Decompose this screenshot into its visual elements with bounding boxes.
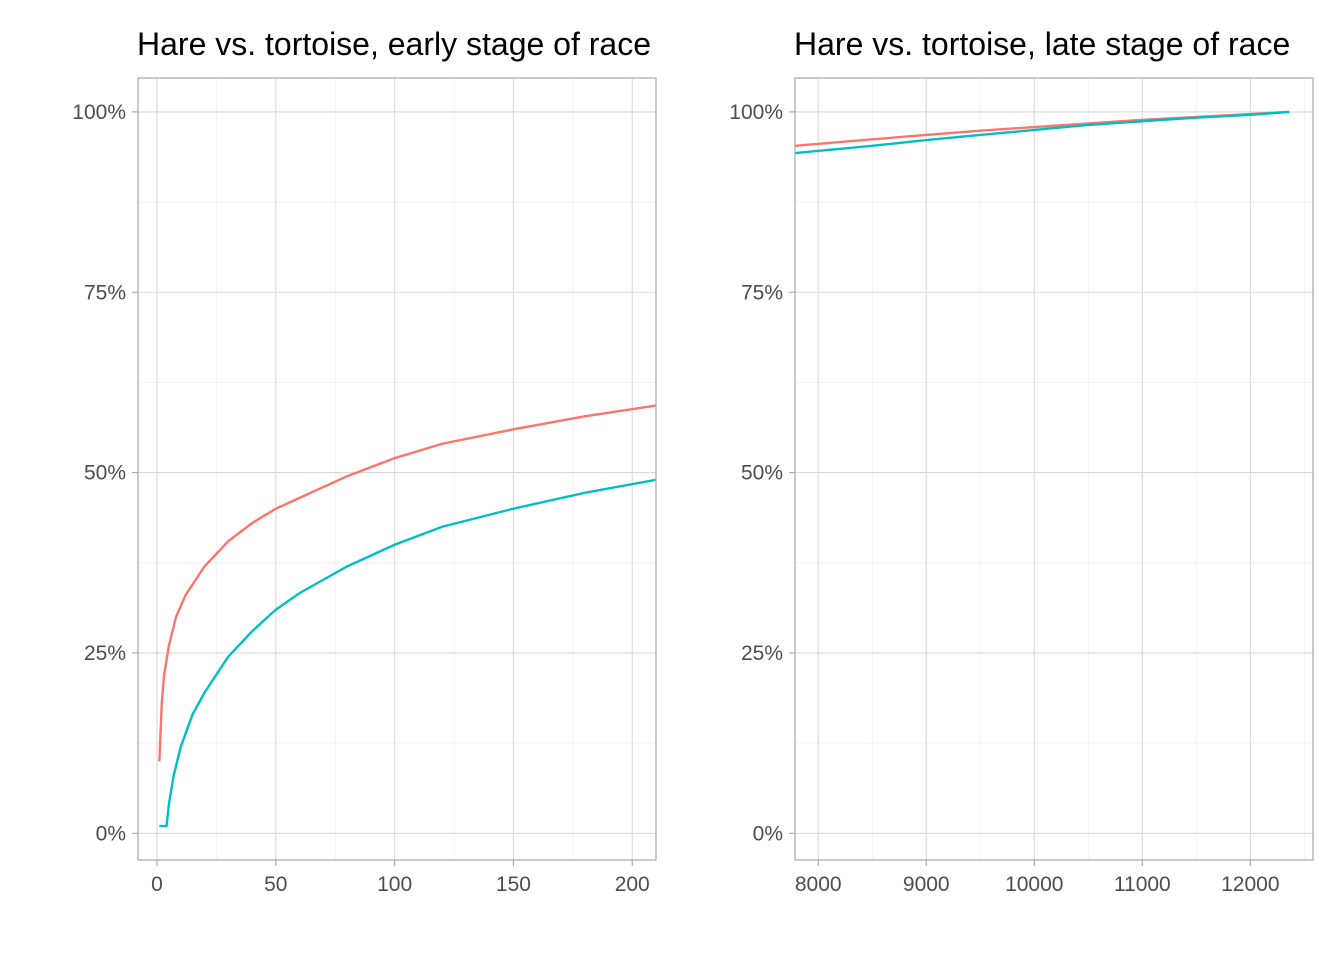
- right-y-tick-label: 0%: [753, 822, 783, 845]
- right-x-tick-label: 11000: [1114, 873, 1171, 896]
- right-x-tick-label: 12000: [1221, 873, 1279, 896]
- right-panel: Hare vs. tortoise, late stage of race 80…: [729, 26, 1314, 896]
- left-series-line-1: [158, 404, 656, 762]
- left-y-tick-label: 75%: [84, 281, 126, 304]
- right-series-line-2: [795, 110, 1290, 155]
- left-x-tick-label: 200: [615, 873, 650, 896]
- left-series-line-2: [159, 478, 656, 828]
- left-x-tick-label: 0: [151, 873, 163, 896]
- right-y-tick-label: 25%: [741, 642, 783, 665]
- right-gridlines: [795, 78, 1313, 860]
- left-y-tick-label: 0%: [96, 822, 126, 845]
- left-gridlines: [138, 78, 656, 860]
- left-y-tick-label: 50%: [84, 462, 126, 485]
- right-y-tick-label: 100%: [729, 101, 783, 124]
- right-x-tick-label: 9000: [903, 873, 950, 896]
- left-panel: Hare vs. tortoise, early stage of race 0…: [72, 26, 657, 896]
- left-panel-border: [137, 77, 657, 861]
- right-series-group: [795, 110, 1290, 155]
- right-y-tick-label: 50%: [741, 462, 783, 485]
- right-x-tick-label: 10000: [1005, 873, 1063, 896]
- left-x-tick-label: 100: [377, 873, 412, 896]
- left-x-tick-label: 150: [496, 873, 531, 896]
- right-x-tick-label: 8000: [795, 873, 842, 896]
- right-panel-border: [794, 77, 1314, 861]
- left-y-tick-label: 25%: [84, 642, 126, 665]
- left-series-group: [158, 404, 656, 828]
- left-chart-title: Hare vs. tortoise, early stage of race: [137, 26, 651, 62]
- right-chart-title: Hare vs. tortoise, late stage of race: [794, 26, 1290, 62]
- left-y-tick-label: 100%: [72, 101, 126, 124]
- right-y-tick-label: 75%: [741, 281, 783, 304]
- left-x-tick-label: 50: [264, 873, 287, 896]
